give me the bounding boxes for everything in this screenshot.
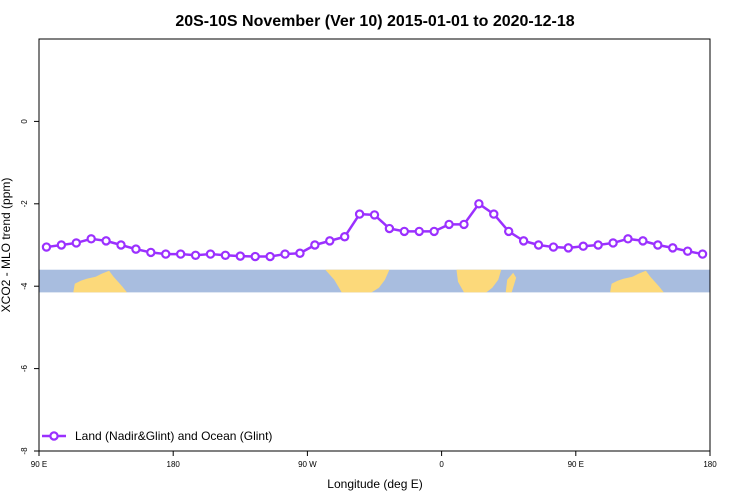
series-point bbox=[310, 240, 320, 250]
x-tick-label: 90 E bbox=[31, 460, 47, 469]
series-point bbox=[235, 251, 245, 261]
series-point bbox=[608, 238, 618, 248]
x-axis-label: Longitude (deg E) bbox=[327, 477, 422, 491]
legend-marker-swatch bbox=[49, 431, 59, 441]
series-point bbox=[131, 244, 141, 254]
y-axis: 0 -2 -4 -6 -8 bbox=[20, 119, 39, 455]
series-point bbox=[623, 234, 633, 244]
x-tick-label: 180 bbox=[703, 460, 717, 469]
series-point bbox=[354, 209, 365, 219]
map-strip bbox=[39, 269, 710, 293]
series-point bbox=[86, 234, 96, 244]
y-tick-label: -8 bbox=[20, 447, 29, 455]
series-point bbox=[205, 249, 216, 259]
land-africa bbox=[456, 269, 502, 293]
series-point bbox=[56, 240, 67, 250]
series-point bbox=[593, 240, 603, 250]
series-point bbox=[220, 250, 231, 260]
series-point bbox=[444, 219, 454, 230]
series-point bbox=[548, 242, 559, 252]
chart-title: 20S-10S November (Ver 10) 2015-01-01 to … bbox=[175, 13, 574, 30]
series-point bbox=[41, 242, 52, 252]
series-point bbox=[638, 236, 648, 246]
plot-frame bbox=[38, 38, 711, 452]
x-tick-label: 90 E bbox=[568, 460, 584, 469]
series-point bbox=[459, 219, 469, 230]
series-point bbox=[280, 249, 290, 259]
series-point bbox=[578, 241, 588, 251]
series-point bbox=[146, 247, 156, 258]
series-point bbox=[250, 251, 260, 262]
series-point bbox=[653, 240, 663, 250]
land-australia-west bbox=[73, 270, 127, 293]
series-point bbox=[489, 209, 499, 219]
land-madagascar bbox=[505, 272, 517, 293]
series-point bbox=[414, 226, 424, 237]
y-axis-label: XCO2 - MLO trend (ppm) bbox=[0, 178, 13, 313]
series-point bbox=[295, 248, 305, 258]
series-point bbox=[697, 249, 708, 259]
series-point bbox=[339, 232, 350, 242]
series-point bbox=[369, 210, 380, 220]
legend: Land (Nadir&Glint) and Ocean (Glint) bbox=[42, 429, 272, 443]
series-point bbox=[175, 249, 186, 259]
series-point bbox=[71, 238, 81, 248]
series-point bbox=[384, 223, 395, 234]
series-point bbox=[533, 240, 544, 250]
series-point bbox=[265, 251, 275, 262]
series-point bbox=[518, 236, 529, 246]
series-point bbox=[399, 226, 410, 237]
series-point bbox=[161, 249, 171, 259]
series-group bbox=[41, 199, 708, 262]
series-point bbox=[429, 226, 439, 237]
y-tick-label: -2 bbox=[20, 200, 29, 208]
legend-label: Land (Nadir&Glint) and Ocean (Glint) bbox=[75, 429, 272, 443]
series-point bbox=[682, 246, 693, 256]
series-point bbox=[116, 240, 126, 250]
series-point bbox=[101, 236, 111, 246]
series-point bbox=[563, 243, 574, 253]
x-tick-label: 0 bbox=[439, 460, 444, 469]
y-tick-label: -6 bbox=[20, 364, 29, 372]
y-tick-label: -4 bbox=[20, 282, 29, 290]
x-tick-label: 180 bbox=[167, 460, 181, 469]
land-south-america bbox=[325, 269, 390, 293]
x-axis: 90 E 180 90 W 0 90 E 180 bbox=[31, 451, 717, 469]
series-point bbox=[474, 199, 484, 209]
series-point bbox=[504, 226, 514, 237]
y-tick-label: 0 bbox=[20, 119, 29, 124]
land-australia-east bbox=[610, 270, 664, 293]
series-point bbox=[668, 243, 678, 253]
series-point bbox=[325, 236, 335, 246]
x-tick-label: 90 W bbox=[298, 460, 317, 469]
series-point bbox=[190, 250, 201, 260]
